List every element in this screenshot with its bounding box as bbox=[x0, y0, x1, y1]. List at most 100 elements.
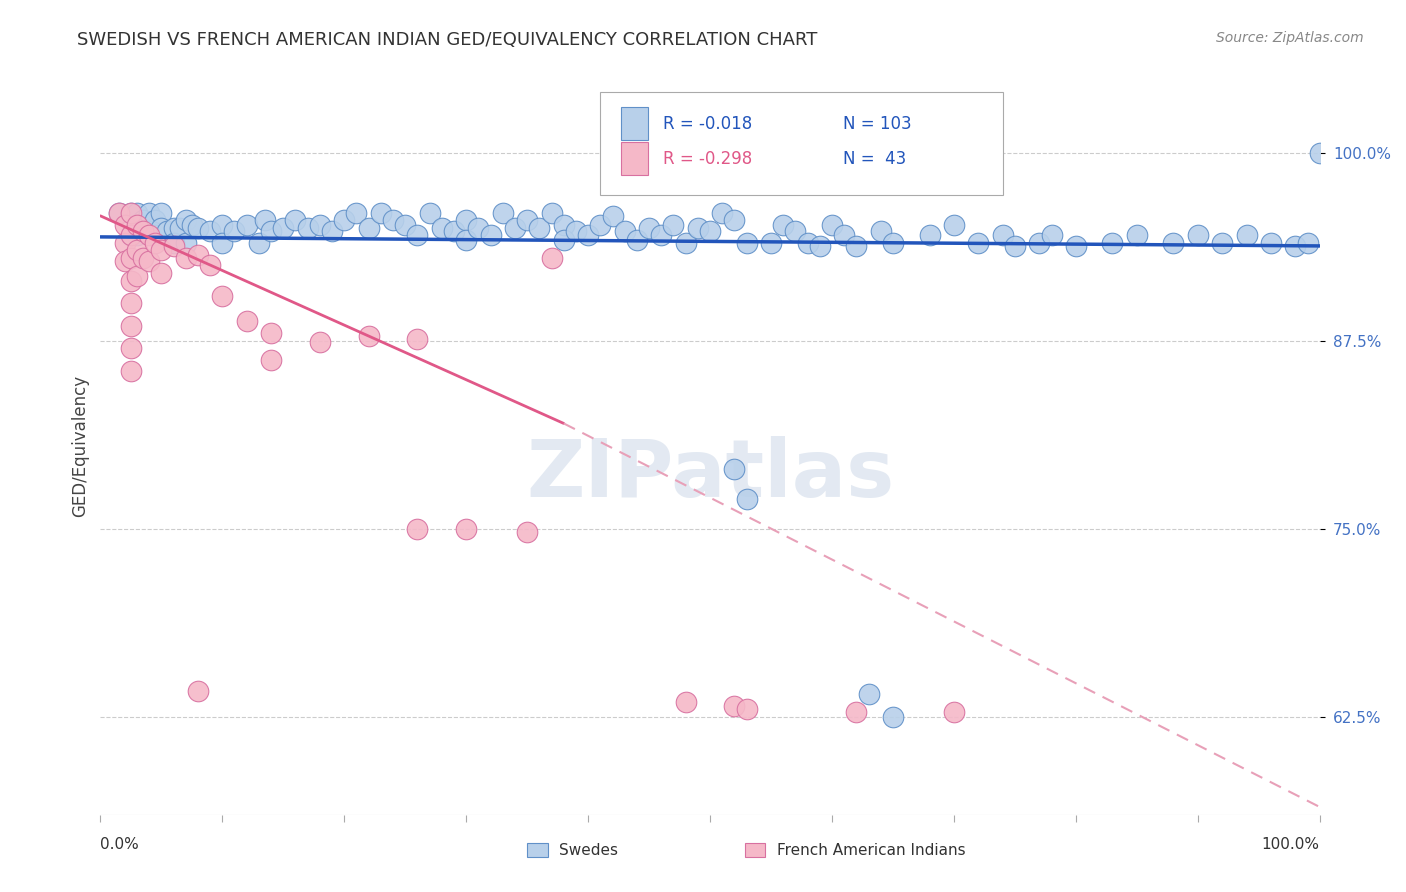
Point bbox=[1187, 228, 1209, 243]
Point bbox=[120, 228, 142, 243]
Point bbox=[589, 218, 612, 232]
Point bbox=[467, 220, 489, 235]
Point bbox=[1101, 235, 1123, 250]
Point bbox=[198, 224, 221, 238]
Point bbox=[406, 522, 429, 536]
Point bbox=[796, 235, 818, 250]
Point bbox=[125, 218, 148, 232]
Point bbox=[735, 491, 758, 506]
Point bbox=[346, 206, 368, 220]
Point bbox=[162, 239, 184, 253]
Point bbox=[235, 314, 257, 328]
Point bbox=[759, 235, 782, 250]
Text: Swedes: Swedes bbox=[558, 843, 617, 858]
Point bbox=[772, 218, 794, 232]
Point bbox=[1040, 228, 1063, 243]
Point bbox=[858, 687, 880, 701]
Point bbox=[162, 220, 184, 235]
Point bbox=[169, 220, 191, 235]
Y-axis label: GED/Equivalency: GED/Equivalency bbox=[72, 375, 89, 517]
Point bbox=[143, 213, 166, 227]
Point bbox=[211, 288, 233, 302]
Point bbox=[406, 332, 429, 346]
Point bbox=[211, 218, 233, 232]
Point bbox=[187, 248, 209, 262]
Point bbox=[869, 224, 891, 238]
Point bbox=[271, 220, 294, 235]
Text: N =  43: N = 43 bbox=[844, 150, 907, 168]
Point bbox=[138, 254, 160, 268]
Point bbox=[1236, 228, 1258, 243]
Point bbox=[394, 218, 416, 232]
Point bbox=[370, 206, 392, 220]
Point bbox=[430, 220, 453, 235]
Text: R = -0.298: R = -0.298 bbox=[662, 150, 752, 168]
Point bbox=[138, 206, 160, 220]
Point bbox=[553, 218, 575, 232]
Text: Source: ZipAtlas.com: Source: ZipAtlas.com bbox=[1216, 31, 1364, 45]
Point bbox=[443, 224, 465, 238]
Text: French American Indians: French American Indians bbox=[776, 843, 966, 858]
Point bbox=[845, 239, 868, 253]
Point bbox=[540, 206, 562, 220]
Point bbox=[602, 209, 624, 223]
Point bbox=[735, 702, 758, 716]
Point bbox=[1211, 235, 1233, 250]
Point bbox=[120, 341, 142, 355]
Point bbox=[150, 220, 173, 235]
Point bbox=[284, 213, 307, 227]
Point bbox=[260, 326, 283, 341]
Point bbox=[174, 235, 197, 250]
Point bbox=[967, 235, 990, 250]
Point bbox=[211, 235, 233, 250]
Point bbox=[553, 233, 575, 247]
Point bbox=[1028, 235, 1050, 250]
Point bbox=[1284, 239, 1306, 253]
Point bbox=[576, 228, 599, 243]
Point bbox=[120, 318, 142, 333]
Point bbox=[516, 213, 538, 227]
Point bbox=[1004, 239, 1026, 253]
Point bbox=[406, 228, 429, 243]
Point bbox=[120, 364, 142, 378]
Point bbox=[529, 220, 551, 235]
Text: ZIPatlas: ZIPatlas bbox=[526, 436, 894, 515]
Text: SWEDISH VS FRENCH AMERICAN INDIAN GED/EQUIVALENCY CORRELATION CHART: SWEDISH VS FRENCH AMERICAN INDIAN GED/EQ… bbox=[77, 31, 818, 49]
Point bbox=[138, 228, 160, 243]
Point bbox=[821, 218, 844, 232]
Point bbox=[132, 251, 155, 265]
Point bbox=[120, 273, 142, 287]
Point bbox=[114, 235, 136, 250]
Point bbox=[613, 224, 636, 238]
Point bbox=[297, 220, 319, 235]
Point bbox=[638, 220, 661, 235]
Point bbox=[723, 699, 745, 714]
Point bbox=[686, 220, 709, 235]
Point bbox=[1126, 228, 1149, 243]
Point bbox=[138, 224, 160, 238]
Point bbox=[120, 206, 142, 220]
Point bbox=[456, 213, 478, 227]
Point bbox=[1260, 235, 1282, 250]
Point bbox=[516, 524, 538, 539]
Point bbox=[247, 235, 270, 250]
Point bbox=[120, 228, 142, 243]
Point bbox=[382, 213, 405, 227]
Point bbox=[808, 239, 831, 253]
Point bbox=[882, 235, 904, 250]
Point bbox=[125, 244, 148, 258]
Point bbox=[832, 228, 855, 243]
Point bbox=[198, 259, 221, 273]
Point bbox=[321, 224, 343, 238]
Point bbox=[1163, 235, 1185, 250]
Point bbox=[107, 206, 129, 220]
Point bbox=[235, 218, 257, 232]
Point bbox=[626, 233, 648, 247]
Point bbox=[492, 206, 515, 220]
Point bbox=[882, 710, 904, 724]
Point bbox=[125, 206, 148, 220]
Point bbox=[125, 268, 148, 283]
Point bbox=[1064, 239, 1087, 253]
Point bbox=[114, 218, 136, 232]
Point bbox=[357, 220, 380, 235]
